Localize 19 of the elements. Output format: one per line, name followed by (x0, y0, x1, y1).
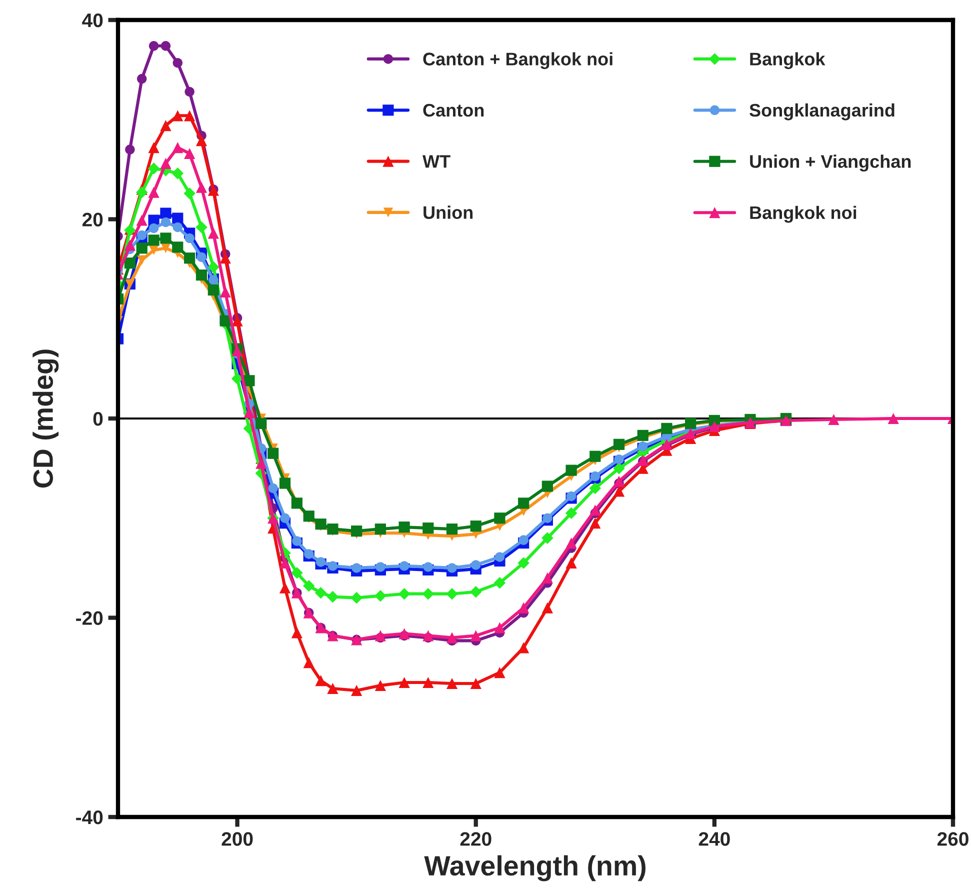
legend-label: WT (422, 155, 450, 168)
legend-label: Bangkok (750, 52, 826, 70)
legend-label: Union + Viangchan (750, 154, 911, 172)
y-tick-label: -20 (76, 611, 103, 625)
legend-label: Canton (423, 104, 484, 117)
y-tick-label: 20 (82, 212, 103, 226)
y-axis-title: CD (mdeg) (32, 350, 59, 488)
y-tick-label: -40 (76, 810, 103, 824)
legend-label: Canton + Bangkok noi (423, 52, 612, 70)
x-tick-label: 220 (460, 832, 492, 846)
legend-label: Songklanagarind (750, 103, 894, 120)
x-axis-title: Wavelength (nm) (424, 855, 646, 882)
y-tick-label: 40 (82, 13, 103, 28)
legend-label: Union (424, 206, 473, 219)
legend-label: Bangkok noi (750, 206, 856, 223)
x-tick-label: 200 (222, 832, 253, 846)
x-tick-label: 240 (698, 832, 730, 846)
y-tick-label: 0 (93, 412, 103, 426)
x-tick-label: 260 (937, 832, 968, 846)
